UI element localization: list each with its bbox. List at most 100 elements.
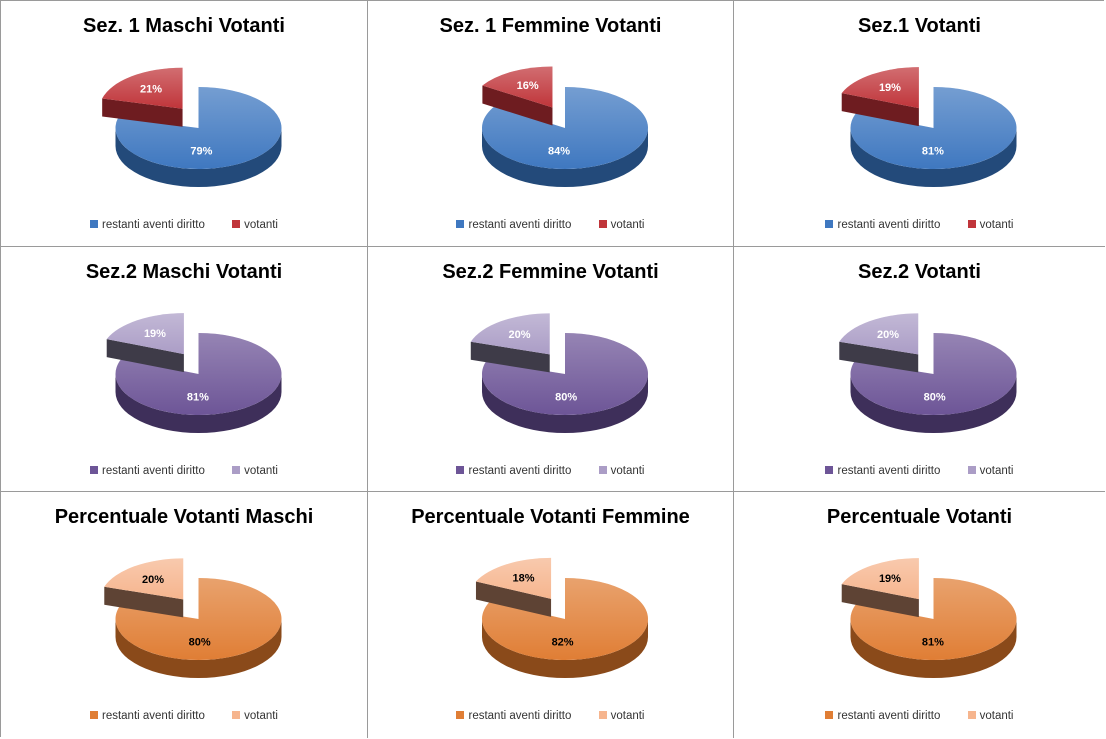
slice-side-votanti bbox=[475, 581, 552, 617]
legend-label: votanti bbox=[244, 465, 278, 477]
chart-title: Sez.2 Femmine Votanti bbox=[442, 261, 659, 283]
pie-chart: 79% 21% bbox=[102, 67, 282, 187]
slice-side-votanti bbox=[841, 584, 919, 618]
pie-chart: 80% 20% bbox=[470, 313, 648, 433]
chart-panel: Sez.2 Femmine Votanti 80% 20% restanti av… bbox=[368, 247, 734, 492]
slice-side-votanti bbox=[102, 98, 183, 127]
legend-swatch bbox=[456, 465, 465, 474]
pie-chart: 80% 20% bbox=[839, 313, 1017, 433]
pie-chart: 81% 19% bbox=[106, 313, 282, 433]
slice-side-votanti bbox=[482, 85, 553, 126]
legend-label: votanti bbox=[610, 219, 645, 231]
legend-swatch bbox=[598, 710, 607, 719]
data-label-votanti: 19% bbox=[144, 328, 166, 340]
slice-side-restanti bbox=[115, 128, 282, 187]
legend-item-votanti: votanti bbox=[598, 710, 645, 722]
legend-item-restanti: restanti aventi diritto bbox=[825, 219, 940, 231]
data-label-restanti: 79% bbox=[190, 146, 212, 158]
legend-label: restanti aventi diritto bbox=[468, 219, 572, 231]
legend-swatch bbox=[825, 219, 834, 228]
legend-label: restanti aventi diritto bbox=[837, 465, 941, 477]
legend-item-votanti: votanti bbox=[232, 465, 278, 477]
legend-item-restanti: restanti aventi diritto bbox=[456, 465, 571, 477]
chart-legend: restanti aventi diritto votanti bbox=[734, 710, 1105, 722]
legend-item-restanti: restanti aventi diritto bbox=[89, 219, 205, 231]
chart-legend: restanti aventi diritto votanti bbox=[368, 465, 733, 477]
chart-panel: Sez. 1 Maschi Votanti 79% 21% restanti av… bbox=[1, 1, 368, 247]
pie-chart: 81% 19% bbox=[841, 558, 1017, 678]
chart-title: Sez. 1 Femmine Votanti bbox=[439, 15, 662, 37]
legend-item-votanti: votanti bbox=[967, 465, 1014, 477]
legend-swatch bbox=[967, 710, 976, 719]
legend-label: votanti bbox=[244, 710, 278, 722]
legend-swatch bbox=[456, 219, 465, 228]
legend-label: restanti aventi diritto bbox=[101, 219, 205, 231]
slice-side-restanti bbox=[115, 619, 282, 678]
slice-side-votanti bbox=[470, 341, 550, 373]
legend-item-votanti: votanti bbox=[232, 710, 278, 722]
legend-swatch bbox=[967, 219, 976, 228]
chart-panel: Percentuale Votanti 81% 19% restanti aven… bbox=[734, 492, 1105, 738]
chart-title: Sez. 1 Maschi Votanti bbox=[83, 15, 285, 37]
legend-label: votanti bbox=[610, 465, 645, 477]
chart-title: Percentuale Votanti Maschi bbox=[54, 506, 314, 528]
legend-swatch bbox=[89, 219, 98, 228]
data-label-votanti: 21% bbox=[140, 84, 162, 96]
chart-panel: Sez.2 Maschi Votanti 81% 19% restanti ave… bbox=[1, 247, 368, 492]
pie-chart: 81% 19% bbox=[841, 67, 1017, 187]
slice-side-restanti bbox=[482, 619, 648, 678]
data-label-restanti: 81% bbox=[922, 146, 944, 158]
data-label-restanti: 81% bbox=[187, 392, 209, 404]
slice-side-restanti bbox=[850, 374, 1017, 433]
legend-swatch bbox=[598, 219, 607, 228]
chart-legend: restanti aventi diritto votanti bbox=[734, 465, 1105, 477]
data-label-restanti: 80% bbox=[555, 392, 577, 404]
pie-chart: 84% 16% bbox=[482, 66, 648, 187]
legend-label: votanti bbox=[979, 219, 1014, 231]
chart-panel: Sez.1 Votanti 81% 19% restanti aventi dir… bbox=[734, 1, 1105, 247]
chart-title: Sez.2 Votanti bbox=[858, 261, 981, 283]
legend-swatch bbox=[232, 219, 241, 228]
legend-label: votanti bbox=[244, 219, 278, 231]
legend-swatch bbox=[232, 710, 241, 719]
slice-side-restanti bbox=[850, 619, 1017, 678]
chart-title: Percentuale Votanti bbox=[826, 506, 1013, 528]
chart-legend: restanti aventi diritto votanti bbox=[368, 710, 733, 722]
legend-label: restanti aventi diritto bbox=[468, 465, 572, 477]
legend-swatch bbox=[89, 710, 98, 719]
data-label-restanti: 81% bbox=[922, 637, 944, 649]
legend-swatch bbox=[89, 465, 98, 474]
chart-title: Sez.2 Maschi Votanti bbox=[85, 261, 283, 283]
pie-chart: 82% 18% bbox=[475, 557, 648, 678]
slice-side-votanti bbox=[104, 586, 184, 618]
chart-legend: restanti aventi diritto votanti bbox=[1, 219, 367, 231]
legend-item-restanti: restanti aventi diritto bbox=[825, 465, 940, 477]
data-label-restanti: 80% bbox=[189, 637, 211, 649]
legend-label: restanti aventi diritto bbox=[101, 710, 205, 722]
legend-item-votanti: votanti bbox=[598, 465, 645, 477]
legend-label: votanti bbox=[610, 710, 645, 722]
data-label-votanti: 19% bbox=[879, 573, 901, 585]
chart-title: Sez.1 Votanti bbox=[858, 15, 981, 37]
data-label-restanti: 84% bbox=[548, 145, 570, 157]
legend-swatch bbox=[456, 710, 465, 719]
slice-side-restanti bbox=[482, 374, 648, 433]
slice-side-restanti bbox=[482, 128, 648, 187]
legend-label: restanti aventi diritto bbox=[101, 465, 205, 477]
chart-panel: Sez.2 Votanti 80% 20% restanti aventi dir… bbox=[734, 247, 1105, 492]
chart-legend: restanti aventi diritto votanti bbox=[368, 219, 733, 231]
legend-swatch bbox=[232, 465, 241, 474]
data-label-votanti: 18% bbox=[512, 572, 534, 584]
legend-item-votanti: votanti bbox=[598, 219, 645, 231]
data-label-votanti: 16% bbox=[517, 80, 539, 92]
legend-item-restanti: restanti aventi diritto bbox=[456, 219, 571, 231]
legend-label: restanti aventi diritto bbox=[837, 219, 941, 231]
chart-panel: Percentuale Votanti Maschi 80% 20% restan… bbox=[1, 492, 368, 738]
data-label-restanti: 82% bbox=[552, 637, 574, 649]
slice-side-votanti bbox=[106, 339, 184, 373]
legend-label: votanti bbox=[979, 710, 1014, 722]
legend-item-restanti: restanti aventi diritto bbox=[89, 465, 205, 477]
legend-item-restanti: restanti aventi diritto bbox=[456, 710, 571, 722]
legend-item-votanti: votanti bbox=[967, 219, 1014, 231]
